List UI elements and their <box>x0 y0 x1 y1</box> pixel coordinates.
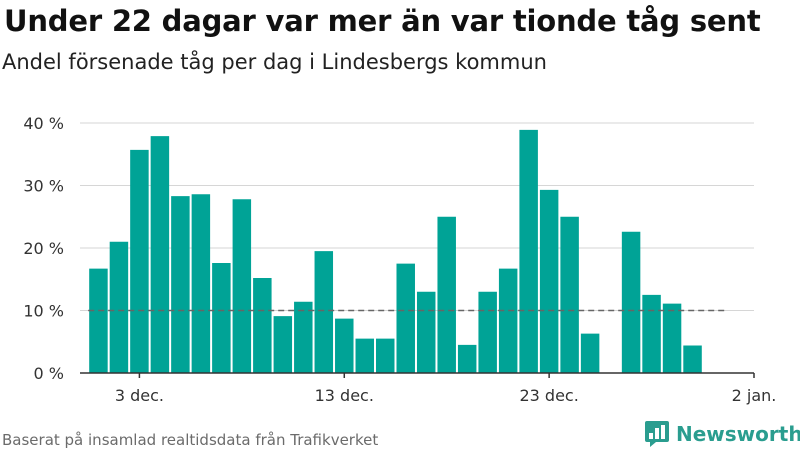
bar <box>294 301 313 373</box>
x-tick-label: 23 dec. <box>519 386 578 405</box>
bar <box>580 333 600 373</box>
bar <box>130 149 149 373</box>
bar <box>478 291 497 373</box>
bar-chart-bubble-icon <box>645 421 669 447</box>
bar <box>683 345 702 373</box>
chart-title: Under 22 dagar var mer än var tionde tåg… <box>4 4 761 38</box>
bar <box>232 199 252 373</box>
bar <box>642 294 661 373</box>
y-tick-label: 30 % <box>23 177 64 196</box>
bar <box>314 251 334 373</box>
bars <box>89 129 702 373</box>
y-tick-label: 0 % <box>34 364 64 383</box>
brand-name: Newsworthy <box>676 422 800 446</box>
x-tick-label: 2 jan. <box>732 386 777 405</box>
x-tick-label: 3 dec. <box>115 386 164 405</box>
bar <box>253 278 272 373</box>
y-tick-label: 10 % <box>23 302 64 321</box>
bar <box>539 189 559 373</box>
x-tick-label: 13 dec. <box>315 386 374 405</box>
bar <box>171 196 190 373</box>
brand-logo: Newsworthy <box>644 420 800 448</box>
bar <box>89 268 108 373</box>
bar <box>376 338 395 373</box>
bar <box>335 318 354 373</box>
bar <box>498 268 518 373</box>
bar <box>355 338 375 373</box>
bar <box>416 291 436 373</box>
bar <box>109 241 129 373</box>
bar <box>662 303 682 373</box>
bar <box>621 231 641 373</box>
bar <box>150 136 170 373</box>
bar <box>212 263 231 373</box>
bar <box>519 129 538 373</box>
x-axis: 3 dec. 13 dec. 23 dec. 2 jan. <box>80 372 777 405</box>
gridlines: 0 % 10 % 20 % 30 % 40 % <box>23 114 754 383</box>
y-tick-label: 40 % <box>23 114 64 133</box>
bar <box>396 263 415 373</box>
chart-subtitle: Andel försenade tåg per dag i Lindesberg… <box>2 50 547 74</box>
source-note: Baserat på insamlad realtidsdata från Tr… <box>2 431 379 449</box>
bar <box>437 216 456 373</box>
bar <box>273 316 293 373</box>
bar <box>191 194 211 373</box>
bar <box>457 344 477 373</box>
y-tick-label: 20 % <box>23 239 64 258</box>
bar <box>560 216 579 373</box>
